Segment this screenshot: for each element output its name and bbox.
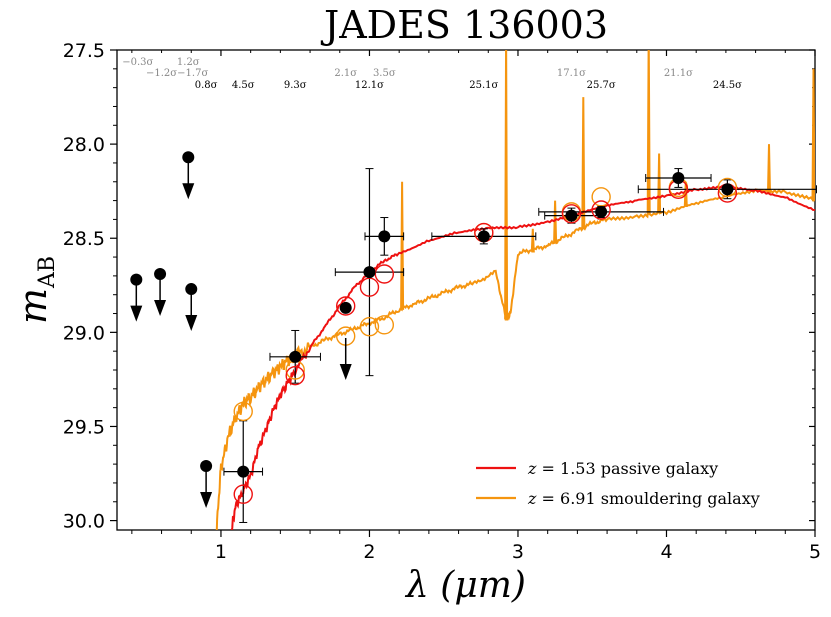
x-tick-label: 3 xyxy=(512,541,524,563)
data-point xyxy=(378,230,391,243)
y-tick-label: 28.0 xyxy=(63,134,105,156)
x-tick-label: 1 xyxy=(215,541,227,563)
sigma-label: 17.1σ xyxy=(557,68,586,79)
sigma-label: 12.1σ xyxy=(355,80,384,91)
points-group xyxy=(130,151,817,523)
data-point xyxy=(721,183,734,196)
y-axis-label-sub: AB xyxy=(35,256,60,289)
passive-model-marker xyxy=(374,264,395,284)
passive-model-marker xyxy=(561,204,582,224)
sigma-label: −1.2σ xyxy=(146,68,177,79)
upper-limit-point xyxy=(200,460,213,472)
passive-model-marker xyxy=(285,365,305,386)
sigma-label: 4.5σ xyxy=(232,80,255,91)
y-tick-label: 30.0 xyxy=(63,511,105,533)
y-tick-label: 28.5 xyxy=(63,228,105,250)
sigma-label: 21.1σ xyxy=(664,68,693,79)
sigma-label: 25.1σ xyxy=(469,80,498,91)
passive-model-marker xyxy=(336,296,356,316)
y-axis-label: mAB xyxy=(11,256,60,324)
upper-limit-arrow xyxy=(154,300,167,316)
upper-limit-point xyxy=(182,151,195,164)
x-tick-label: 5 xyxy=(809,541,821,563)
sigma-label: −1.7σ xyxy=(177,68,208,79)
y-tick-label: 27.5 xyxy=(63,40,105,62)
legend-label-var: z xyxy=(527,459,537,478)
text-group: 1 2 3 4 5 27.5 28.0 28.5 29.0 29.5 30.0 JADES 13600… xyxy=(11,3,821,606)
legend-label-var: z xyxy=(527,489,537,508)
passive-model-marker xyxy=(233,484,253,504)
legend-label: z = 6.91 smouldering galaxy xyxy=(527,489,760,508)
passive-model-marker xyxy=(359,277,380,297)
data-point xyxy=(477,230,490,243)
x-tick-label: 2 xyxy=(363,541,375,563)
upper-limit-arrow xyxy=(182,183,195,200)
data-point xyxy=(595,205,608,218)
upper-limit-point xyxy=(130,273,143,286)
data-point xyxy=(237,465,250,478)
y-tick-label: 29.0 xyxy=(63,322,105,344)
smouldering-model-marker xyxy=(717,177,738,198)
sigma-label: 9.3σ xyxy=(284,80,307,91)
data-point xyxy=(363,266,376,279)
data-point xyxy=(672,172,685,184)
chart-title: JADES 136003 xyxy=(320,3,608,47)
data-point xyxy=(339,301,352,314)
axes-frame xyxy=(116,49,816,531)
legend-label: z = 1.53 passive galaxy xyxy=(527,459,718,478)
spectrum-line-0 xyxy=(230,185,815,530)
upper-limit-arrow xyxy=(339,364,352,380)
sigma-label: 2.1σ xyxy=(334,68,357,79)
smouldering-model-marker xyxy=(591,187,611,207)
x-tick-label: 4 xyxy=(660,541,672,563)
sigma-label: 24.5σ xyxy=(713,80,742,91)
upper-limit-point xyxy=(154,268,167,280)
upper-limit-arrow xyxy=(185,315,198,332)
sigma-label: 1.2σ xyxy=(177,57,200,68)
smouldering-model-marker xyxy=(359,317,380,337)
x-axis-label: λ (μm) xyxy=(404,565,526,606)
sigma-label: −0.3σ xyxy=(122,57,153,68)
y-tick-label: 29.5 xyxy=(63,416,105,438)
smouldering-model-marker xyxy=(374,315,395,335)
sigma-label: 25.7σ xyxy=(587,80,616,91)
data-point xyxy=(289,350,302,363)
legend-label-text: = 6.91 smouldering galaxy xyxy=(536,489,759,508)
spectrum-line-1 xyxy=(215,50,815,530)
sigma-label: 3.5σ xyxy=(373,68,396,79)
upper-limit-arrow xyxy=(200,492,213,508)
upper-limit-arrow xyxy=(130,305,143,322)
data-point xyxy=(565,209,578,222)
legend-label-text: = 1.53 passive galaxy xyxy=(536,459,718,478)
upper-limit-point xyxy=(185,283,198,296)
smouldering-model-marker xyxy=(233,401,253,422)
passive-model-marker xyxy=(591,200,611,220)
series-group xyxy=(215,50,815,530)
sigma-label: 0.8σ xyxy=(195,80,218,91)
